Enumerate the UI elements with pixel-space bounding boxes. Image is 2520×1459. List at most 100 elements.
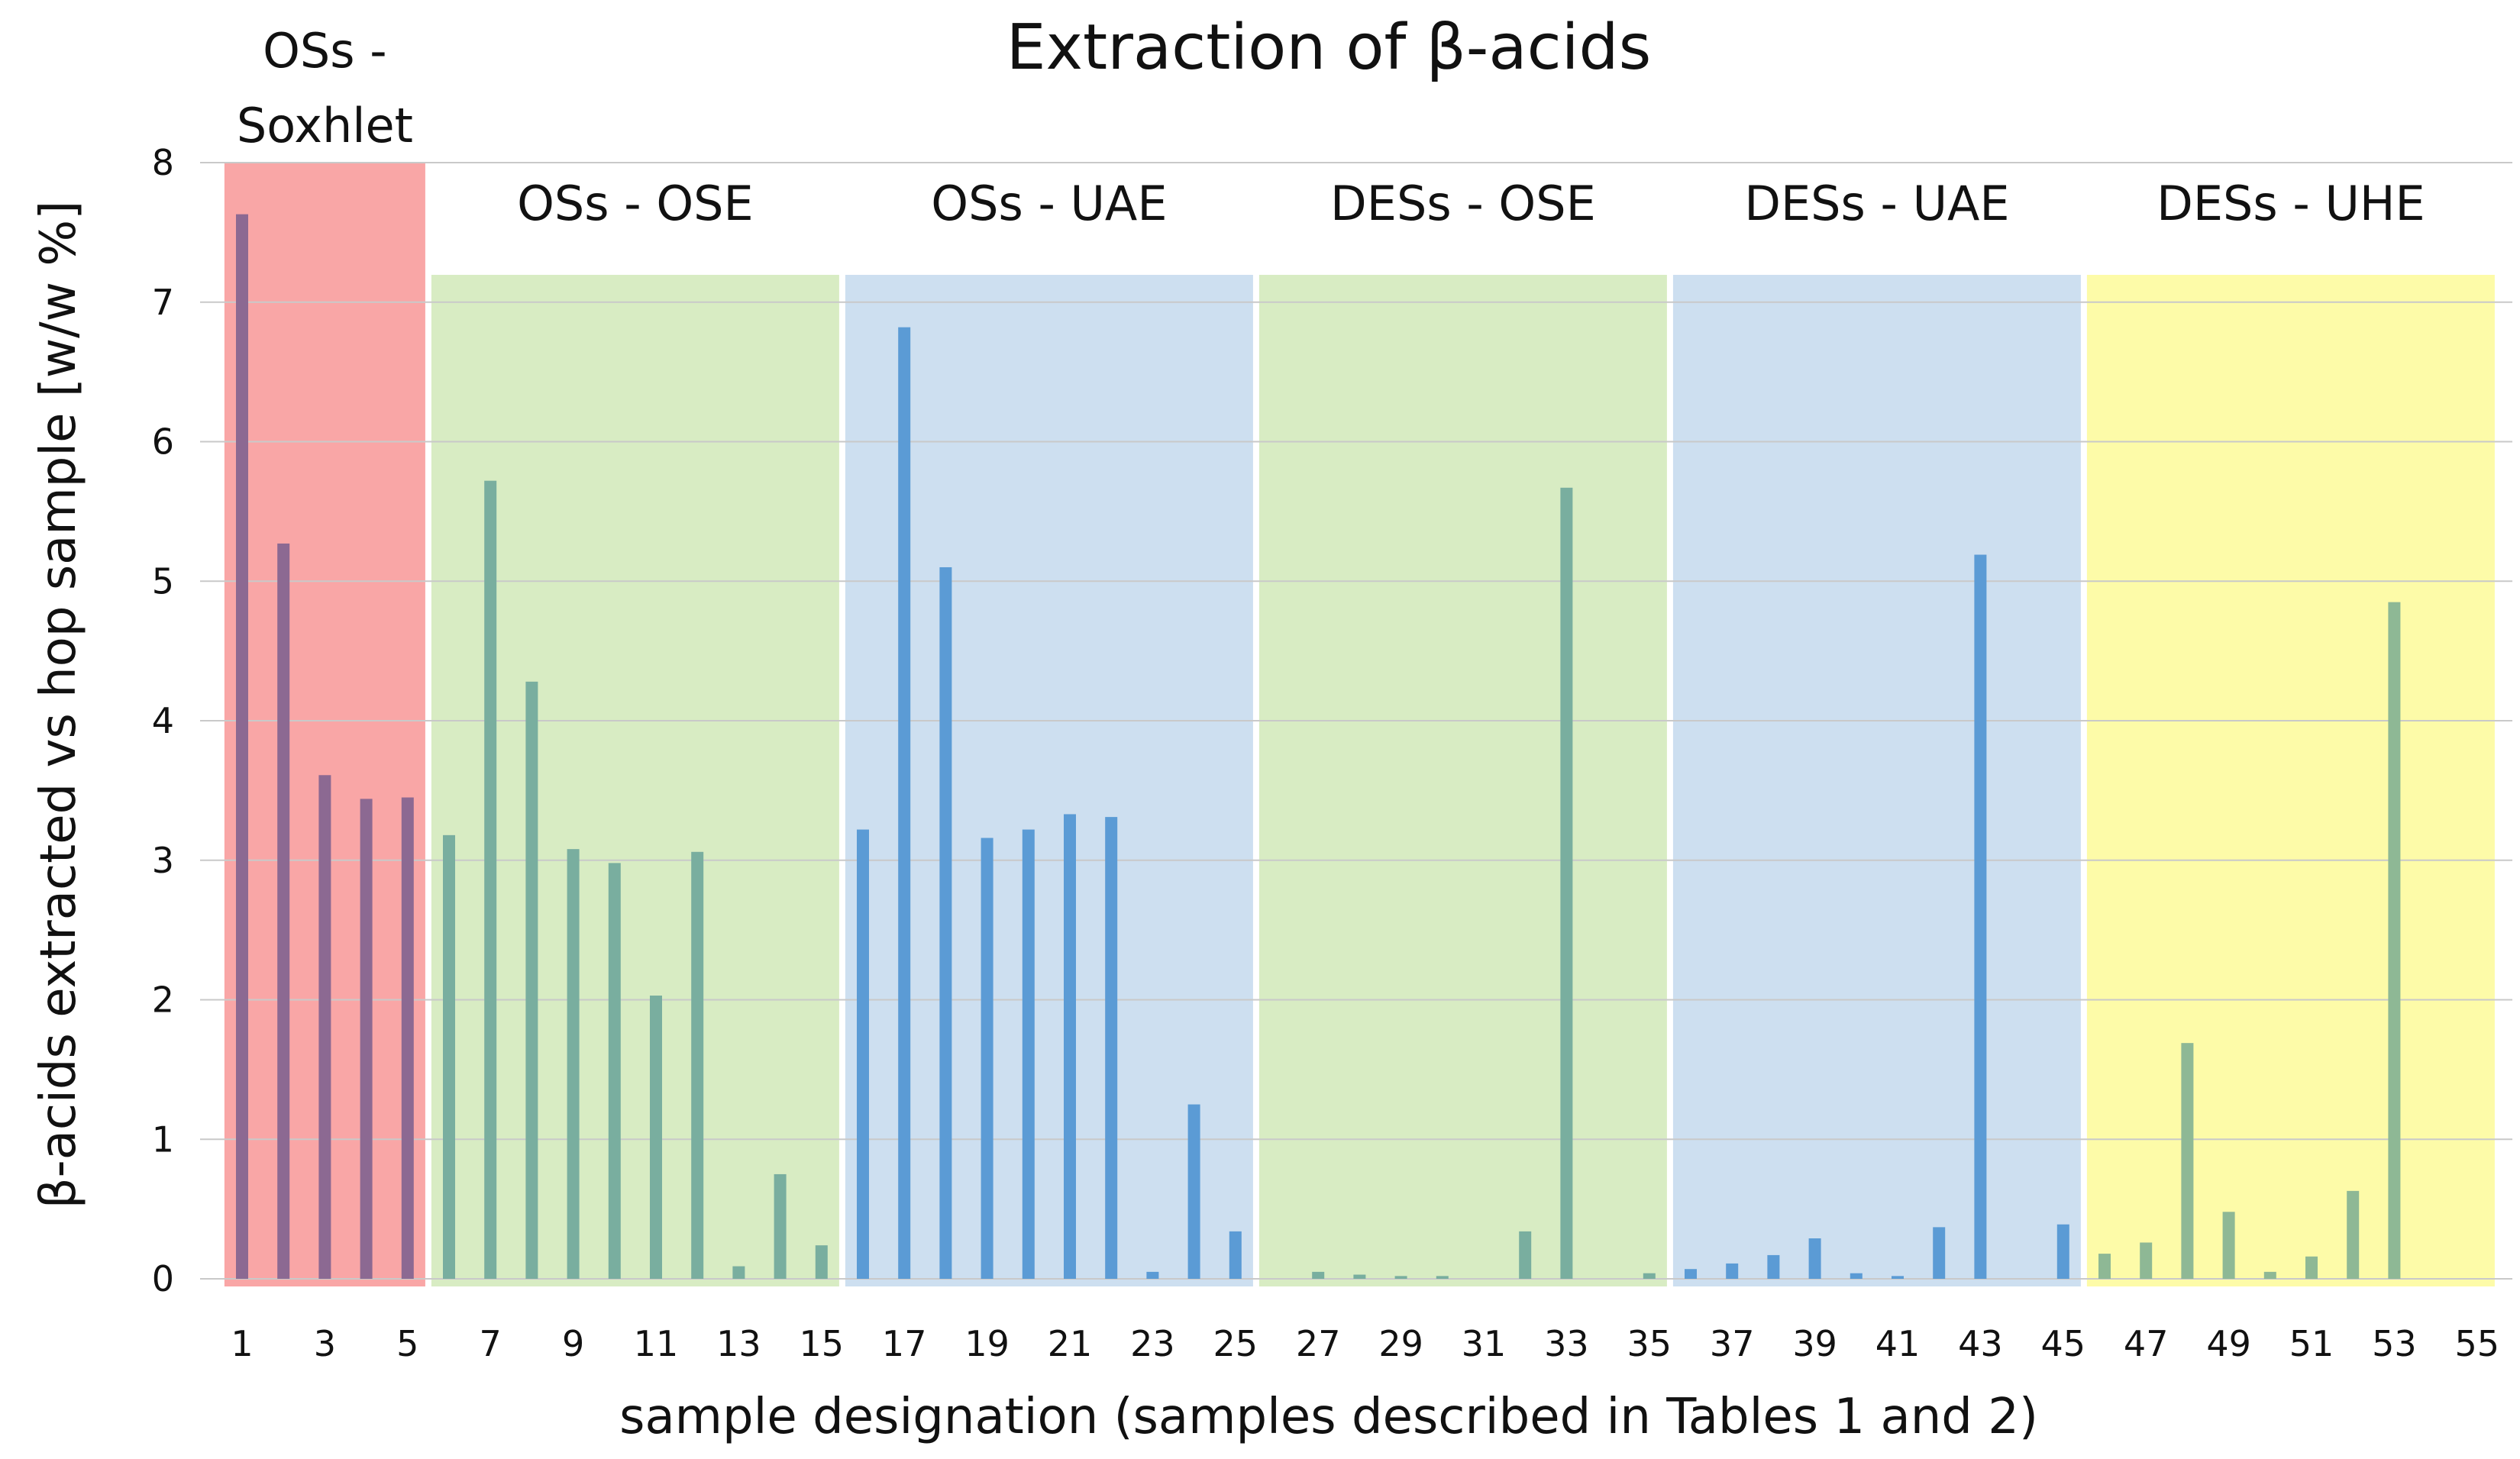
bar-18 [939, 566, 952, 1279]
y-tick-label: 7 [152, 282, 174, 323]
bar-23 [1146, 1271, 1159, 1279]
group-label-5: DESs - UAE [1744, 176, 2009, 231]
x-tick-label: 45 [2041, 1323, 2086, 1364]
bar-42 [1933, 1227, 1946, 1279]
bar-51 [2305, 1256, 2318, 1279]
bar-9 [567, 849, 580, 1279]
x-tick-label: 11 [634, 1323, 679, 1364]
x-tick-label: 13 [716, 1323, 761, 1364]
bar-46 [2098, 1254, 2111, 1279]
y-axis-label: β-acids extracted vs hop sample [w/w %] [31, 201, 87, 1209]
group-label-3: OSs - UAE [931, 176, 1167, 231]
x-tick-label: 37 [1710, 1323, 1755, 1364]
x-tick-label: 21 [1048, 1323, 1093, 1364]
x-tick-labels: 1 3 5 7 9 11 13 15 17 19 21 23 25 27 29 31 33 35 37 39 41 43 4… [231, 1323, 2499, 1364]
x-tick-label: 25 [1213, 1323, 1258, 1364]
x-tick-label: 23 [1130, 1323, 1175, 1364]
group-label-4: DESs - OSE [1330, 176, 1596, 231]
x-tick-label: 27 [1296, 1323, 1341, 1364]
chart-title: Extraction of β-acids [1006, 11, 1652, 84]
bar-3 [318, 775, 331, 1279]
bar-43 [1974, 554, 1987, 1279]
bar-1 [236, 214, 248, 1280]
bar-16 [857, 829, 869, 1279]
bar-24 [1187, 1104, 1200, 1279]
bar-48 [2181, 1043, 2194, 1279]
bar-49 [2222, 1212, 2235, 1279]
bar-29 [1394, 1276, 1407, 1279]
bar-19 [981, 838, 993, 1279]
x-tick-label: 53 [2372, 1323, 2417, 1364]
group-band-2 [431, 275, 839, 1286]
x-tick-label: 51 [2289, 1323, 2334, 1364]
y-tick-label: 2 [152, 980, 174, 1021]
bar-21 [1064, 814, 1076, 1279]
bar-12 [691, 851, 704, 1279]
group-labels: OSs - Soxhlet OSs - OSE OSs - UAE DESs - OSE… [237, 23, 2425, 231]
x-tick-label: 15 [800, 1323, 845, 1364]
x-tick-label: 33 [1544, 1323, 1589, 1364]
group-label-1: OSs - [263, 23, 387, 79]
bar-27 [1312, 1271, 1325, 1279]
bar-30 [1436, 1276, 1449, 1279]
bar-25 [1229, 1231, 1242, 1279]
x-tick-label: 49 [2206, 1323, 2251, 1364]
bar-40 [1850, 1273, 1863, 1279]
x-tick-label: 39 [1792, 1323, 1837, 1364]
bar-2 [277, 543, 290, 1279]
y-tick-label: 5 [152, 560, 174, 602]
x-tick-label: 29 [1378, 1323, 1423, 1364]
x-tick-label: 41 [1875, 1323, 1921, 1364]
group-label-2: OSs - OSE [517, 176, 754, 231]
group-label-1: Soxhlet [237, 98, 413, 153]
bar-32 [1519, 1231, 1532, 1279]
group-bands [224, 163, 2495, 1286]
group-band-4 [1258, 275, 1667, 1286]
gridlines [200, 162, 2512, 1280]
bar-41 [1892, 1276, 1904, 1279]
bar-45 [2056, 1224, 2069, 1279]
bar-4 [360, 799, 373, 1279]
y-tick-label: 0 [152, 1258, 174, 1299]
bar-14 [774, 1173, 787, 1279]
x-tick-label: 3 [314, 1323, 336, 1364]
x-tick-label: 9 [562, 1323, 584, 1364]
bar-11 [650, 996, 662, 1279]
bar-50 [2263, 1271, 2276, 1279]
x-tick-label: 7 [480, 1323, 502, 1364]
bar-33 [1560, 487, 1573, 1279]
bar-53 [2388, 602, 2401, 1279]
bar-38 [1767, 1254, 1780, 1279]
y-tick-label: 1 [152, 1118, 174, 1160]
x-axis-label: sample designation (samples described in… [619, 1389, 2038, 1445]
x-tick-label: 19 [964, 1323, 1010, 1364]
group-band-6 [2086, 275, 2495, 1286]
bar-35 [1643, 1273, 1656, 1279]
bar-22 [1105, 817, 1118, 1279]
bars [236, 214, 2401, 1280]
bar-13 [732, 1266, 745, 1279]
x-tick-label: 35 [1627, 1323, 1672, 1364]
bar-15 [815, 1245, 828, 1279]
bar-7 [484, 480, 497, 1280]
bar-6 [443, 834, 455, 1279]
group-band-5 [1672, 275, 2081, 1286]
bar-39 [1808, 1238, 1821, 1279]
bar-5 [401, 797, 414, 1279]
bar-20 [1022, 829, 1035, 1279]
x-tick-label: 31 [1462, 1323, 1507, 1364]
y-tick-label: 3 [152, 840, 174, 881]
x-tick-label: 17 [882, 1323, 927, 1364]
bar-10 [608, 863, 621, 1279]
x-tick-label: 43 [1958, 1323, 2003, 1364]
x-tick-label: 1 [231, 1323, 253, 1364]
y-tick-label: 8 [152, 142, 174, 183]
bar-28 [1353, 1274, 1366, 1279]
bar-52 [2347, 1190, 2360, 1279]
y-tick-label: 4 [152, 700, 174, 741]
y-tick-labels: 0 1 2 3 4 5 6 7 8 [152, 142, 174, 1299]
bar-47 [2140, 1242, 2153, 1279]
bar-36 [1685, 1269, 1697, 1279]
group-label-6: DESs - UHE [2157, 176, 2425, 231]
